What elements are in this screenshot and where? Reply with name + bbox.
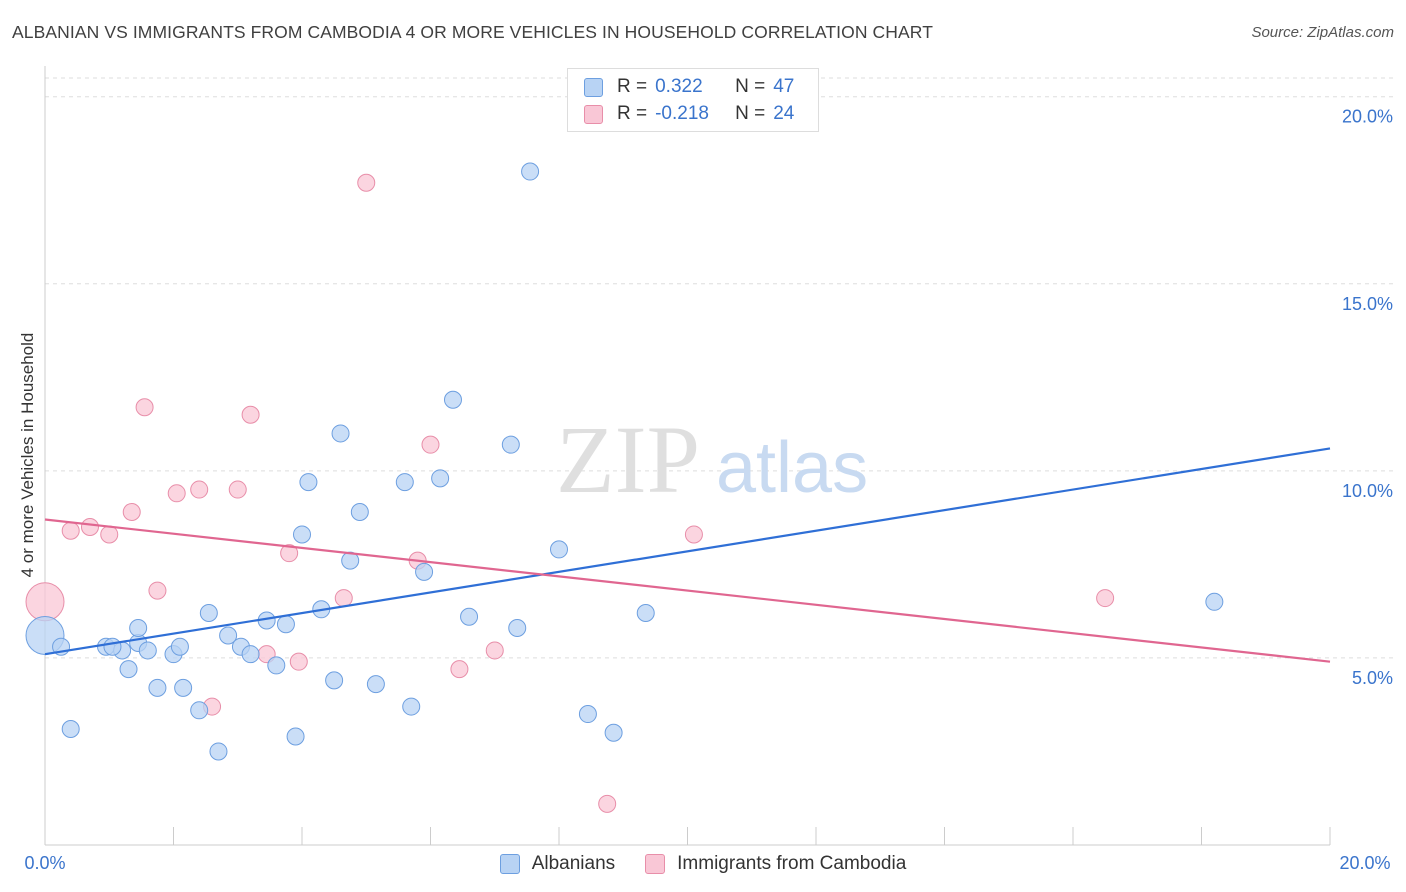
albanian-point	[415, 562, 434, 581]
cambodia-point	[485, 641, 504, 660]
legend-swatch-blue	[584, 77, 603, 97]
albanian-point	[402, 697, 421, 716]
gridlines	[45, 77, 1393, 659]
y-tick-label: 5.0%	[1352, 668, 1393, 688]
legend-swatch-pink	[584, 104, 603, 124]
tick-labels: 5.0% 10.0% 15.0% 20.0% 0.0% 20.0%	[24, 107, 1393, 873]
series-legend: Albanians Immigrants from Cambodia	[0, 851, 1406, 877]
cambodia-point	[122, 503, 141, 522]
albanian-point	[219, 626, 238, 645]
cambodia-point	[280, 544, 299, 563]
source-label: Source: ZipAtlas.com	[1251, 24, 1394, 41]
cambodia-point	[1096, 589, 1115, 608]
y-tick-label: 20.0%	[1342, 107, 1393, 127]
legend-swatch-blue	[499, 854, 520, 874]
albanian-point	[331, 424, 350, 443]
albanian-point	[170, 637, 189, 656]
legend-row-albanians: R = 0.322 N = 47	[584, 74, 794, 100]
albanian-point	[209, 742, 228, 761]
albanian-point	[299, 473, 318, 492]
y-axis-label: 4 or more Vehicles in Household	[18, 333, 37, 578]
cambodia-point	[421, 435, 440, 454]
legend-n-value: 47	[773, 76, 795, 97]
legend-item-albanians[interactable]: Albanians	[499, 851, 616, 877]
albanian-point	[61, 720, 80, 739]
x-tick-label: 20.0%	[1339, 853, 1390, 873]
cambodia-point	[148, 581, 167, 600]
cambodia-point	[25, 582, 65, 622]
legend-item-cambodia[interactable]: Immigrants from Cambodia	[645, 851, 906, 877]
data-points	[25, 162, 1224, 813]
albanian-point	[190, 701, 209, 720]
albanian-point	[431, 469, 450, 488]
albanian-point	[293, 525, 311, 544]
albanian-point	[276, 615, 295, 634]
albanian-point	[395, 473, 414, 492]
cambodia-point	[289, 652, 308, 671]
albanian-point	[241, 645, 260, 664]
legend-r-value: -0.218	[655, 103, 709, 124]
albanian-point	[119, 660, 138, 679]
albanian-point	[521, 162, 540, 181]
albanian-point	[508, 618, 527, 637]
legend-swatch-pink	[645, 854, 666, 874]
watermark-zip: ZIP	[556, 406, 700, 513]
cambodia-point	[334, 589, 353, 608]
albanian-point	[578, 705, 597, 724]
albanian-point	[286, 727, 305, 746]
stats-legend: R = 0.322 N = 47 R = -0.218 N = 24	[567, 68, 819, 132]
legend-n-value: 24	[773, 103, 795, 124]
legend-r-label: R =	[617, 76, 648, 97]
albanian-point	[443, 390, 462, 409]
y-tick-label: 15.0%	[1342, 294, 1393, 314]
albanian-point	[1205, 592, 1224, 611]
cambodia-point	[190, 480, 209, 499]
cambodia-point	[598, 794, 617, 813]
albanian-point	[325, 671, 344, 690]
albanian-point	[267, 656, 286, 675]
legend-row-cambodia: R = -0.218 N = 24	[584, 101, 794, 127]
albanian-point	[636, 604, 655, 623]
albanian-point	[350, 503, 369, 522]
y-tick-label: 10.0%	[1342, 481, 1393, 501]
albanian-point	[138, 641, 157, 660]
watermark-atlas: atlas	[716, 428, 868, 508]
cambodia-point	[450, 660, 469, 679]
cambodia-point	[100, 525, 119, 544]
legend-r-label: R =	[617, 103, 648, 124]
cambodia-trend-line	[44, 518, 1331, 663]
albanian-trend-line	[44, 447, 1331, 656]
albanian-point	[604, 723, 623, 742]
albanian-point	[550, 540, 568, 559]
x-tick-label: 0.0%	[24, 853, 65, 873]
cambodia-point	[167, 484, 186, 503]
albanian-point	[103, 637, 122, 656]
trend-lines	[44, 447, 1331, 663]
legend-label-albanians: Albanians	[531, 853, 616, 874]
cambodia-point	[357, 173, 376, 192]
legend-label-cambodia: Immigrants from Cambodia	[677, 853, 907, 874]
cambodia-point	[80, 517, 99, 536]
legend-n-label: N =	[735, 76, 766, 97]
albanian-point	[501, 435, 520, 454]
cambodia-point	[241, 405, 260, 424]
chart-title: ALBANIAN VS IMMIGRANTS FROM CAMBODIA 4 O…	[12, 22, 934, 42]
cambodia-point	[135, 398, 154, 417]
cambodia-point	[61, 521, 80, 540]
cambodia-point	[228, 480, 247, 499]
albanian-point	[129, 618, 148, 637]
axes	[44, 66, 1331, 846]
albanian-point	[341, 551, 360, 570]
legend-n-label: N =	[735, 103, 766, 124]
albanian-point	[148, 678, 167, 697]
legend-r-value: 0.322	[655, 76, 703, 97]
albanian-point	[199, 604, 218, 623]
albanian-point	[366, 675, 385, 694]
cambodia-point	[684, 525, 703, 544]
albanian-point	[174, 678, 193, 697]
albanian-point	[460, 607, 479, 626]
